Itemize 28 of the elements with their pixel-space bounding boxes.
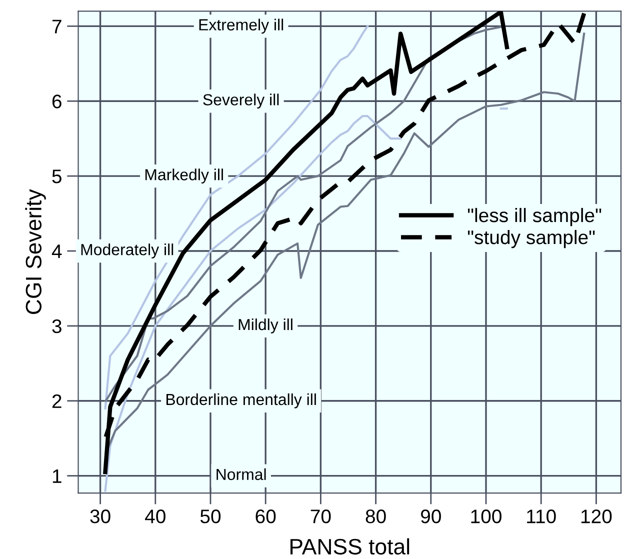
annotation: Severely ill [203, 94, 279, 109]
y-tick-label: 5 [52, 170, 62, 184]
annotation: Extremely ill [199, 18, 284, 34]
x-axis-title: PANSS total [290, 538, 410, 555]
legend-label: "less ill sample" [468, 208, 602, 226]
annotation: Moderately ill [81, 244, 174, 258]
x-tick-label: 60 [256, 510, 276, 524]
annotation: Borderline mentally ill [166, 393, 316, 408]
x-tick-label: 80 [366, 510, 386, 524]
y-tick-label: 1 [52, 469, 62, 483]
annotation: Mildly ill [238, 318, 292, 334]
x-tick-label: 70 [310, 510, 331, 524]
y-tick-label: 6 [52, 94, 62, 108]
y-tick-label: 2 [52, 394, 62, 408]
annotation: Normal [216, 468, 266, 480]
x-tick-label: 40 [145, 510, 166, 524]
x-tick-label: 30 [90, 510, 110, 524]
y-axis-title: CGI Severity [25, 189, 46, 314]
x-tick-label: 120 [581, 510, 612, 524]
annotation: Markedly ill [145, 168, 223, 184]
y-tick-label: 3 [52, 319, 62, 334]
legend-label: "study sample" [468, 230, 595, 248]
x-tick-label: 100 [471, 510, 502, 524]
x-tick-label: 50 [200, 510, 221, 524]
y-tick-label: 4 [52, 244, 62, 258]
x-tick-label: 110 [527, 510, 556, 524]
y-tick-label: 7 [52, 20, 62, 34]
x-tick-label: 90 [420, 510, 441, 524]
